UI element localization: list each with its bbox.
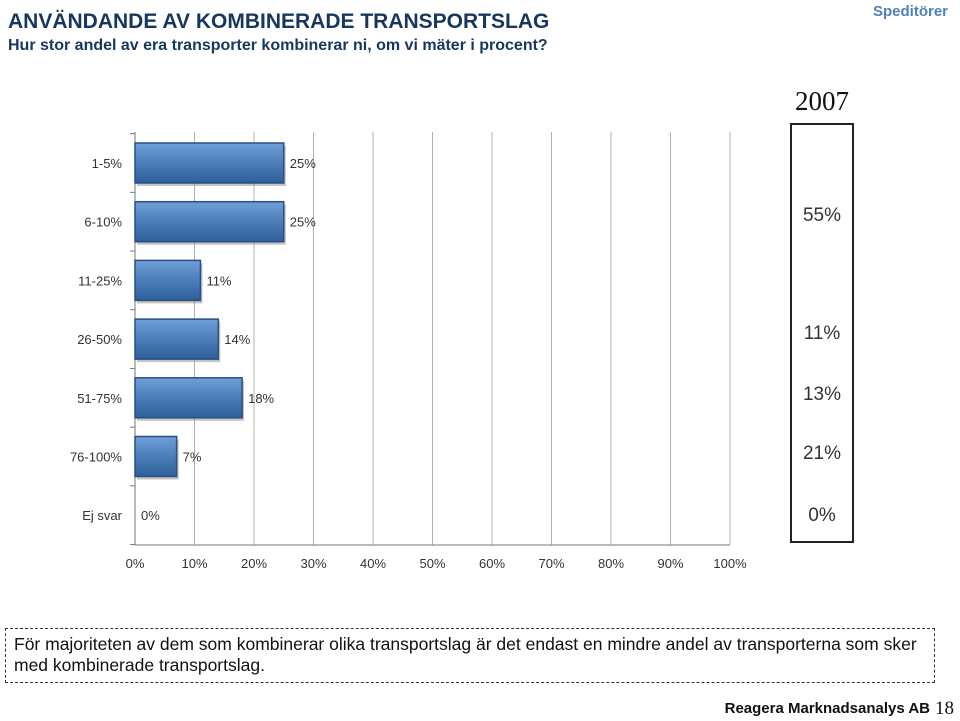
bar (134, 377, 243, 419)
y-category-label: 76-100% (70, 450, 122, 465)
comparison-value: 21% (802, 443, 842, 464)
x-tick-label: 80% (598, 556, 624, 571)
x-tick-label: 0% (126, 556, 145, 571)
bar-value-label: 11% (206, 273, 231, 288)
bar (134, 259, 202, 302)
page-number: 18 (935, 698, 954, 719)
bar-value-label: 14% (224, 332, 250, 347)
bar (134, 200, 285, 243)
segment-tag: Speditörer (872, 3, 948, 20)
bar (134, 318, 220, 360)
summary-note: För majoriteten av dem som kombinerar ol… (5, 628, 935, 683)
x-tick-label: 10% (181, 556, 207, 571)
x-tick-label: 20% (241, 556, 267, 571)
x-tick-label: 60% (479, 556, 505, 571)
x-tick-label: 30% (300, 556, 326, 571)
y-category-label: 26-50% (77, 332, 122, 347)
bar-value-label: 7% (183, 450, 202, 465)
bar-value-label: 18% (248, 391, 274, 406)
y-category-label: 1-5% (92, 156, 123, 171)
bar-value-label: 0% (141, 508, 160, 523)
x-tick-label: 100% (713, 556, 747, 571)
comparison-value: 13% (802, 384, 842, 405)
comparison-value: 11% (803, 323, 841, 344)
company-name: Reagera Marknadsanalys AB (724, 700, 930, 717)
y-category-label: 6-10% (84, 215, 122, 230)
bar-value-label: 25% (290, 215, 316, 230)
comparison-value: 0% (808, 505, 836, 526)
page-title: ANVÄNDANDE AV KOMBINERADE TRANSPORTSLAG (8, 10, 550, 33)
y-category-label: 51-75% (77, 391, 122, 406)
x-tick-label: 70% (538, 556, 564, 571)
page-subtitle: Hur stor andel av era transporter kombin… (8, 37, 548, 54)
bar-chart: 0% 10% 20% 30% 40% 50% 60% 70% 80% 90% 100% 1-5% 25%… (70, 132, 747, 571)
bar-value-label: 25% (290, 156, 316, 171)
comparison-box (790, 123, 854, 543)
x-tick-label: 40% (360, 556, 386, 571)
y-category-label: Ej svar (82, 508, 122, 523)
bar (134, 435, 178, 478)
x-tick-label: 50% (419, 556, 445, 571)
comparison-year: 2007 (795, 86, 849, 116)
x-tick-label: 90% (657, 556, 683, 571)
y-category-label: 11-25% (78, 273, 122, 288)
bar (134, 142, 285, 184)
comparison-value: 55% (802, 205, 842, 226)
